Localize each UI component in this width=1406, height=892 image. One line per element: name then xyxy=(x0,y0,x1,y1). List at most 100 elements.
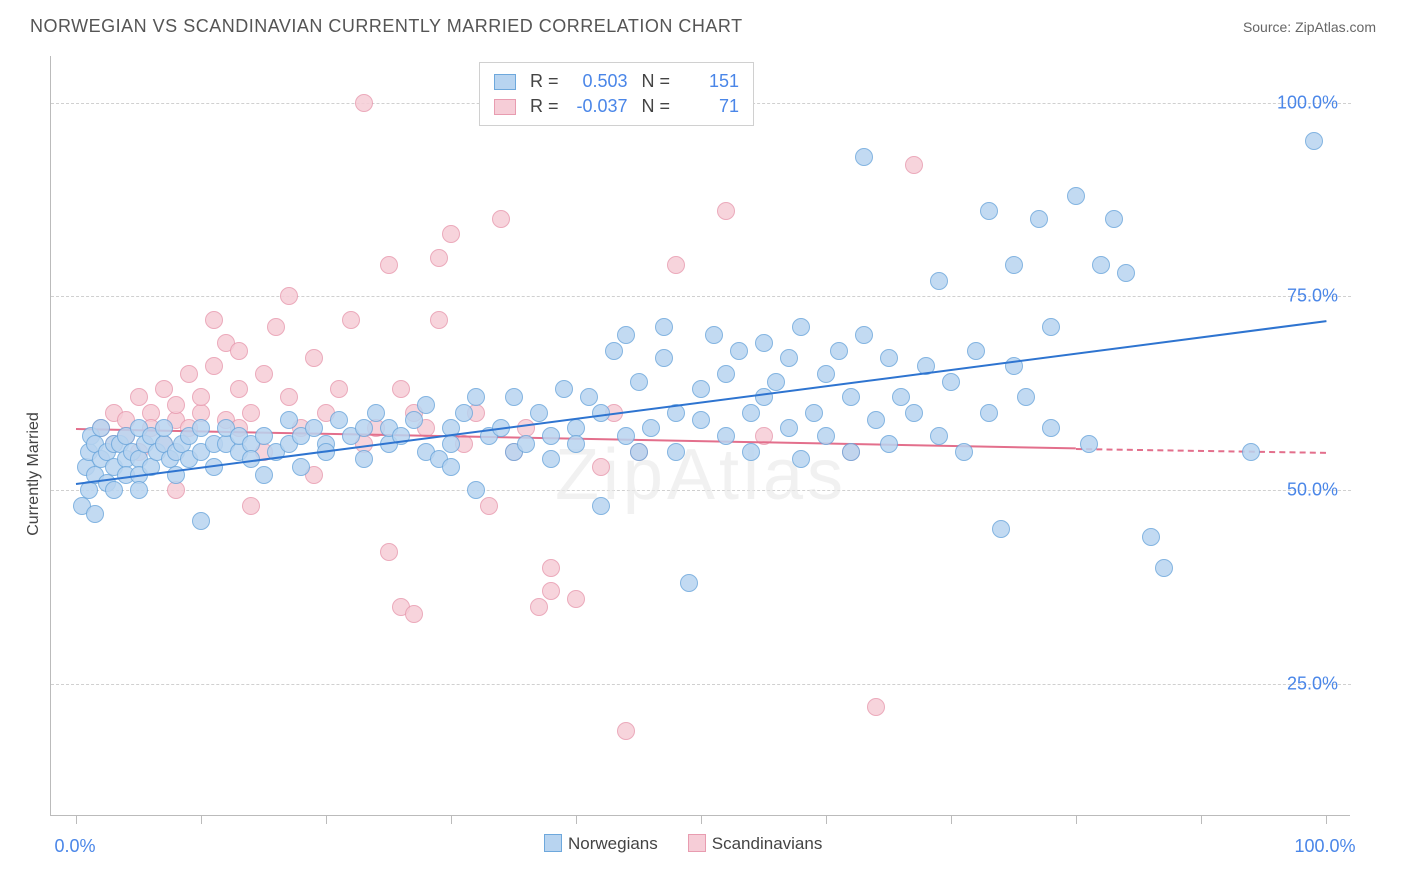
x-tick xyxy=(1201,816,1202,824)
stats-row-scandinavians: R =-0.037N =71 xyxy=(494,94,739,119)
scatter-point-norwegians xyxy=(1017,388,1035,406)
scatter-point-norwegians xyxy=(942,373,960,391)
scatter-point-norwegians xyxy=(1242,443,1260,461)
trend-line-scandinavians xyxy=(1076,448,1326,454)
scatter-point-norwegians xyxy=(105,481,123,499)
scatter-point-norwegians xyxy=(517,435,535,453)
scatter-point-norwegians xyxy=(567,435,585,453)
scatter-point-norwegians xyxy=(1105,210,1123,228)
scatter-point-norwegians xyxy=(1042,419,1060,437)
stats-value: 71 xyxy=(684,94,739,119)
scatter-point-scandinavians xyxy=(667,256,685,274)
scatter-point-norwegians xyxy=(817,427,835,445)
chart-title: NORWEGIAN VS SCANDINAVIAN CURRENTLY MARR… xyxy=(30,16,743,37)
scatter-point-norwegians xyxy=(442,435,460,453)
scatter-point-norwegians xyxy=(955,443,973,461)
scatter-point-scandinavians xyxy=(392,380,410,398)
stats-label: R = xyxy=(530,69,559,94)
scatter-point-norwegians xyxy=(355,450,373,468)
scatter-point-norwegians xyxy=(892,388,910,406)
scatter-point-norwegians xyxy=(330,411,348,429)
legend-swatch-icon xyxy=(544,834,562,852)
scatter-point-norwegians xyxy=(967,342,985,360)
scatter-point-norwegians xyxy=(505,388,523,406)
scatter-point-scandinavians xyxy=(167,481,185,499)
trend-line-norwegians xyxy=(76,320,1326,485)
y-tick-label: 100.0% xyxy=(1277,92,1338,113)
scatter-point-scandinavians xyxy=(280,388,298,406)
scatter-point-scandinavians xyxy=(617,722,635,740)
legend-item-scandinavians: Scandinavians xyxy=(688,834,823,854)
scatter-point-scandinavians xyxy=(492,210,510,228)
scatter-point-norwegians xyxy=(742,443,760,461)
scatter-point-scandinavians xyxy=(180,365,198,383)
x-axis-max-label: 100.0% xyxy=(1294,836,1355,857)
scatter-point-norwegians xyxy=(605,342,623,360)
gridline xyxy=(51,684,1351,685)
scatter-point-norwegians xyxy=(930,427,948,445)
scatter-point-norwegians xyxy=(855,148,873,166)
scatter-point-scandinavians xyxy=(567,590,585,608)
stats-swatch-icon xyxy=(494,99,516,115)
scatter-point-norwegians xyxy=(455,404,473,422)
gridline xyxy=(51,296,1351,297)
scatter-point-norwegians xyxy=(86,505,104,523)
scatter-point-norwegians xyxy=(930,272,948,290)
scatter-point-norwegians xyxy=(792,450,810,468)
scatter-point-norwegians xyxy=(855,326,873,344)
scatter-point-norwegians xyxy=(1080,435,1098,453)
scatter-point-norwegians xyxy=(417,396,435,414)
x-tick xyxy=(576,816,577,824)
scatter-point-norwegians xyxy=(130,481,148,499)
scatter-point-scandinavians xyxy=(530,598,548,616)
chart-source: Source: ZipAtlas.com xyxy=(1243,19,1376,35)
scatter-point-norwegians xyxy=(767,373,785,391)
scatter-point-norwegians xyxy=(667,443,685,461)
scatter-point-norwegians xyxy=(730,342,748,360)
scatter-point-scandinavians xyxy=(167,396,185,414)
chart-header: NORWEGIAN VS SCANDINAVIAN CURRENTLY MARR… xyxy=(30,16,1376,37)
scatter-point-norwegians xyxy=(717,365,735,383)
scatter-point-norwegians xyxy=(467,481,485,499)
scatter-point-scandinavians xyxy=(430,311,448,329)
legend-bottom: NorwegiansScandinavians xyxy=(544,834,822,854)
scatter-point-norwegians xyxy=(842,388,860,406)
scatter-point-norwegians xyxy=(580,388,598,406)
scatter-point-scandinavians xyxy=(905,156,923,174)
scatter-point-norwegians xyxy=(92,419,110,437)
scatter-point-norwegians xyxy=(442,458,460,476)
scatter-point-norwegians xyxy=(755,334,773,352)
scatter-point-norwegians xyxy=(717,427,735,445)
gridline xyxy=(51,490,1351,491)
legend-label: Scandinavians xyxy=(712,834,823,853)
scatter-point-scandinavians xyxy=(267,318,285,336)
scatter-point-norwegians xyxy=(1305,132,1323,150)
scatter-point-scandinavians xyxy=(255,365,273,383)
scatter-point-norwegians xyxy=(305,419,323,437)
scatter-point-norwegians xyxy=(780,419,798,437)
scatter-point-scandinavians xyxy=(205,311,223,329)
scatter-point-norwegians xyxy=(617,326,635,344)
scatter-point-norwegians xyxy=(355,419,373,437)
correlation-stats-box: R =0.503N =151R =-0.037N =71 xyxy=(479,62,754,126)
scatter-point-scandinavians xyxy=(380,543,398,561)
x-tick xyxy=(201,816,202,824)
scatter-point-norwegians xyxy=(842,443,860,461)
scatter-point-norwegians xyxy=(630,443,648,461)
scatter-point-norwegians xyxy=(692,380,710,398)
scatter-point-norwegians xyxy=(542,427,560,445)
x-tick xyxy=(951,816,952,824)
scatter-point-scandinavians xyxy=(542,582,560,600)
scatter-point-scandinavians xyxy=(242,404,260,422)
scatter-point-norwegians xyxy=(705,326,723,344)
scatter-point-norwegians xyxy=(655,349,673,367)
stats-row-norwegians: R =0.503N =151 xyxy=(494,69,739,94)
x-tick xyxy=(451,816,452,824)
stats-label: N = xyxy=(642,94,671,119)
scatter-point-norwegians xyxy=(992,520,1010,538)
x-tick xyxy=(76,816,77,824)
scatter-point-norwegians xyxy=(692,411,710,429)
scatter-point-scandinavians xyxy=(205,357,223,375)
scatter-point-norwegians xyxy=(405,411,423,429)
scatter-point-scandinavians xyxy=(330,380,348,398)
